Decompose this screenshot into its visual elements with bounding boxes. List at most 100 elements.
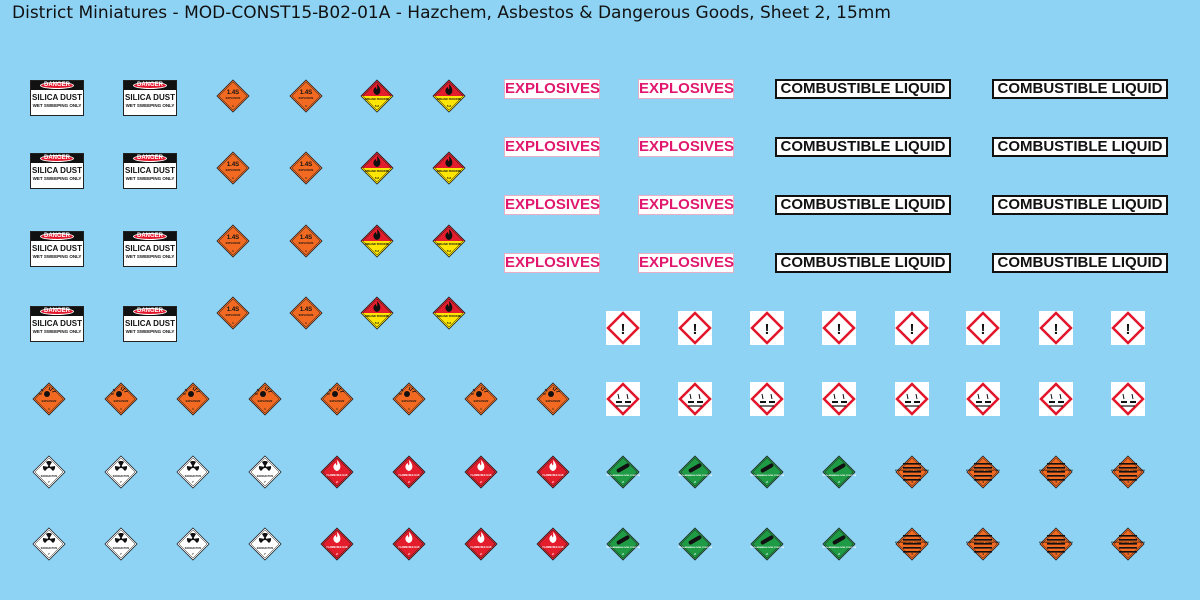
explosive-word: EXPLOSIVE <box>186 399 201 403</box>
radioactive-word: RADIOACTIVE <box>113 475 130 478</box>
class-number: 2 <box>622 480 624 484</box>
radioactive-word: RADIOACTIVE <box>185 547 202 550</box>
ghs-corrosive-pictogram <box>822 382 856 416</box>
combustible-liquid-label: COMBUSTIBLE LIQUID <box>775 195 951 215</box>
danger-header: DANGER <box>40 308 74 315</box>
organic-peroxide-sign: ORGANIC PEROXIDE 5.2 <box>360 151 394 185</box>
class-number: 1 <box>408 407 410 411</box>
ghs-exclamation-pictogram: ! <box>895 311 929 345</box>
exclamation-icon: ! <box>1054 321 1059 338</box>
flame-icon <box>445 156 453 167</box>
danger-header: DANGER <box>40 82 74 89</box>
explosives-label: EXPLOSIVES <box>638 137 735 157</box>
combustible-liquid-label: COMBUSTIBLE LIQUID <box>992 79 1168 99</box>
class-number: 2 <box>480 552 482 556</box>
class-number: 2 <box>336 552 338 556</box>
class-number: 4 <box>1127 480 1129 484</box>
explosive-word: EXPLOSIVE <box>299 168 314 172</box>
non-flammable-gas-sign: NON-FLAMMABLE NON-TOXIC GAS 2 <box>678 527 712 561</box>
spontaneously-combustible-sign: SPONTANEOUSLY COMBUSTIBLE 4 <box>1111 527 1145 561</box>
explosive-word: EXPLOSIVE <box>226 168 241 172</box>
radioactive-word: RADIOACTIVE <box>41 547 58 550</box>
trefoil-icon <box>114 533 128 543</box>
radioactive-sign: RADIOACTIVE 7 <box>248 527 282 561</box>
gas-word: NON-FLAMMABLE NON-TOXIC GAS <box>822 474 856 477</box>
explosives-label: EXPLOSIVES <box>504 137 601 157</box>
class-number: 7 <box>192 552 194 556</box>
class-number: 2 <box>408 480 410 484</box>
explosive-number: 1.4S <box>300 235 312 241</box>
bomb-icon <box>327 386 345 397</box>
explosive-word: EXPLOSIVE <box>330 399 345 403</box>
bomb-icon <box>471 386 489 397</box>
radioactive-sign: RADIOACTIVE 7 <box>104 527 138 561</box>
flammable-gas-sign: FLAMMABLE GAS 2 <box>536 455 570 489</box>
flame-icon <box>373 301 381 312</box>
explosives-label: EXPLOSIVES <box>504 253 601 273</box>
explosive-word: EXPLOSIVE <box>299 313 314 317</box>
class-number: 1 <box>480 407 482 411</box>
danger-line-2: WET SWEEPING ONLY <box>32 176 82 181</box>
organic-peroxide-sign: ORGANIC PEROXIDE 5.2 <box>432 151 466 185</box>
ghs-exclamation-pictogram: ! <box>966 311 1000 345</box>
class-number: 2 <box>766 480 768 484</box>
peroxide-word: ORGANIC PEROXIDE <box>365 315 390 318</box>
trefoil-icon <box>42 461 56 471</box>
flame-icon <box>549 460 557 471</box>
exclamation-icon: ! <box>981 321 986 338</box>
explosives-label: EXPLOSIVES <box>638 195 735 215</box>
bomb-icon <box>399 386 417 397</box>
flammable-word: FLAMMABLE GAS <box>327 546 348 549</box>
peroxide-word: ORGANIC PEROXIDE <box>365 98 390 101</box>
corrosive-icon <box>616 393 631 407</box>
spontaneously-combustible-sign: SPONTANEOUSLY COMBUSTIBLE 4 <box>895 455 929 489</box>
explosive-word: EXPLOSIVE <box>402 399 417 403</box>
silica-dust-danger-sign: DANGER SILICA DUST WET SWEEPING ONLY <box>30 80 84 116</box>
corrosive-icon <box>688 393 703 407</box>
danger-line-2: WET SWEEPING ONLY <box>125 176 175 181</box>
class-number: 4 <box>982 552 984 556</box>
exclamation-icon: ! <box>837 321 842 338</box>
class-number: 7 <box>48 480 50 484</box>
danger-header: DANGER <box>133 82 167 89</box>
organic-peroxide-sign: ORGANIC PEROXIDE 5.2 <box>360 79 394 113</box>
corrosive-icon <box>1121 393 1136 407</box>
explosive-word: EXPLOSIVE <box>299 96 314 100</box>
class-number: 2 <box>336 480 338 484</box>
class-number: 2 <box>838 552 840 556</box>
bomb-icon <box>183 386 201 397</box>
gas-cylinder-icon <box>760 463 774 473</box>
flammable-gas-sign: FLAMMABLE GAS 2 <box>536 527 570 561</box>
explosive-word: EXPLOSIVE <box>258 399 273 403</box>
exclamation-icon: ! <box>693 321 698 338</box>
explosive-word: EXPLOSIVE <box>299 241 314 245</box>
trefoil-icon <box>42 533 56 543</box>
class-number: 1 <box>305 249 307 253</box>
non-flammable-gas-sign: NON-FLAMMABLE NON-TOXIC GAS 2 <box>822 455 856 489</box>
explosive-number: 1.4S <box>227 162 239 168</box>
class-number: 1 <box>336 407 338 411</box>
gas-word: NON-FLAMMABLE NON-TOXIC GAS <box>606 546 640 549</box>
flame-icon <box>333 460 341 471</box>
peroxide-word: ORGANIC PEROXIDE <box>365 170 390 173</box>
organic-peroxide-sign: ORGANIC PEROXIDE 5.2 <box>360 224 394 258</box>
class-number: 4 <box>911 552 913 556</box>
explosive-word: EXPLOSIVE <box>42 399 57 403</box>
flammable-gas-sign: FLAMMABLE GAS 2 <box>392 527 426 561</box>
silica-dust-danger-sign: DANGER SILICA DUST WET SWEEPING ONLY <box>123 80 177 116</box>
class-number: 1 <box>232 104 234 108</box>
class-number: 1 <box>192 407 194 411</box>
spontaneous-word: SPONTANEOUSLY COMBUSTIBLE <box>1039 541 1073 544</box>
ghs-corrosive-pictogram <box>966 382 1000 416</box>
ghs-corrosive-pictogram <box>606 382 640 416</box>
class-number: 7 <box>48 552 50 556</box>
explosive-number: 1.4S <box>227 307 239 313</box>
spontaneously-combustible-sign: SPONTANEOUSLY COMBUSTIBLE 4 <box>966 527 1000 561</box>
silica-dust-danger-sign: DANGER SILICA DUST WET SWEEPING ONLY <box>30 306 84 342</box>
class-number: 4 <box>1127 552 1129 556</box>
organic-peroxide-sign: ORGANIC PEROXIDE 5.2 <box>432 296 466 330</box>
danger-header: DANGER <box>133 155 167 162</box>
flame-icon <box>373 229 381 240</box>
